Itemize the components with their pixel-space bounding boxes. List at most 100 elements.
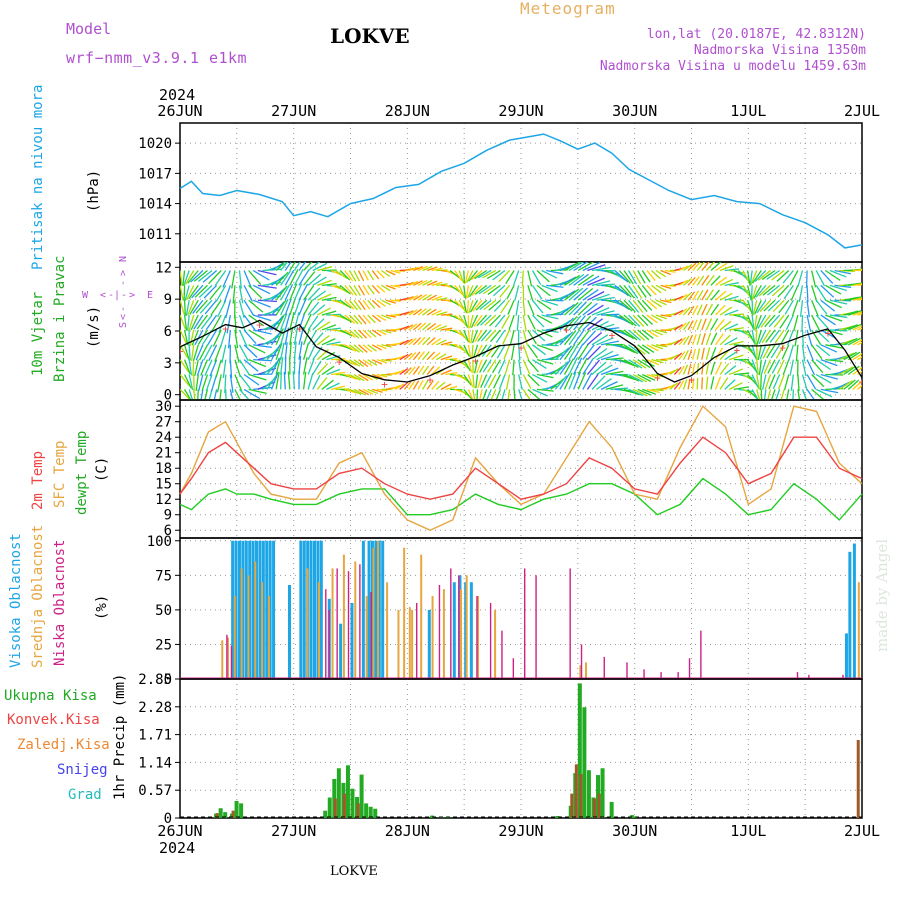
wind-arrow: [197, 389, 199, 400]
wind-arrow: [682, 306, 691, 316]
wind-arrow: [724, 268, 740, 272]
wind-arrow: [496, 344, 506, 359]
wind-arrow: [483, 299, 497, 311]
wind-arrow: [577, 262, 595, 272]
wind-arrow: [426, 351, 436, 361]
wind-arrow: [573, 273, 589, 286]
wind-arrow: [476, 389, 479, 400]
cloud-bar: [569, 568, 571, 679]
y-tick-label: 18: [155, 461, 172, 477]
wind-arrow: [522, 300, 526, 317]
wind-arrow: [183, 344, 190, 360]
legend-snow: Snijeg: [57, 762, 108, 778]
wind-arrow: [503, 344, 511, 360]
wind-arrow: [609, 269, 626, 281]
wind-arrow: [349, 359, 361, 367]
wind-arrow: [194, 284, 208, 298]
gust-marker: +: [563, 324, 570, 337]
wind-arrow: [238, 344, 249, 362]
wind-arrow: [480, 314, 492, 326]
wind-arrow: [582, 302, 598, 316]
wind-arrow: [190, 344, 195, 361]
wind-arrow: [811, 314, 821, 331]
wind-arrow: [399, 339, 409, 346]
wind-arrow: [577, 372, 587, 390]
wind-arrow: [678, 308, 688, 316]
day-label-top: 26JUN: [157, 102, 202, 120]
wind-arrow: [431, 337, 442, 346]
wind-arrow: [222, 270, 231, 288]
day-labels-top: 26JUN 27JUN 28JUN 29JUN 30JUN 1JUL 2JUL: [157, 102, 880, 120]
wind-arrow: [755, 314, 762, 330]
gust-marker: +: [734, 344, 741, 357]
wind-arrow: [719, 334, 731, 346]
wind-arrow: [275, 371, 280, 390]
wind-arrow: [778, 299, 790, 314]
wind-arrow: [724, 351, 738, 361]
wind-arrow: [527, 374, 540, 387]
wind-arrow: [756, 374, 761, 390]
wind-arrow: [852, 325, 862, 331]
y-tick-label: 27: [155, 415, 172, 431]
wind-arrow: [183, 270, 190, 286]
legend-total: Ukupna Kisa: [4, 688, 97, 704]
wind-arrow: [577, 357, 588, 375]
wind-arrow: [783, 374, 790, 391]
wind-arrow: [376, 344, 387, 350]
wind-arrow: [820, 344, 838, 353]
wind-arrow: [632, 314, 645, 327]
wind-arrow: [339, 344, 353, 351]
wind-arrow: [231, 270, 236, 289]
wind-arrow: [591, 320, 609, 331]
wind-arrow: [762, 284, 776, 296]
precip-conv-bar: [570, 793, 574, 818]
wind-arrow: [559, 331, 574, 346]
wind-arrow: [467, 285, 474, 299]
wind-arrow: [801, 315, 804, 332]
wind-arrow: [371, 344, 382, 351]
wind-arrow: [463, 270, 466, 284]
wind-arrow: [353, 388, 366, 396]
wind-arrow: [463, 359, 471, 372]
wind-arrow: [719, 320, 732, 331]
wind-arrow: [546, 299, 564, 302]
wind-arrow: [632, 270, 642, 285]
wind-arrow: [489, 314, 501, 327]
wind-arrow: [413, 322, 422, 331]
wind-arrow: [838, 366, 854, 376]
pressure-line: [179, 133, 863, 249]
wind-arrow: [180, 388, 192, 400]
wind-arrow: [436, 297, 448, 301]
wind-arrow: [756, 299, 767, 314]
wind-arrow: [417, 265, 428, 272]
y-tick-label: 2.85: [138, 672, 172, 688]
wind-arrow: [188, 314, 195, 331]
wind-arrow: [275, 328, 284, 346]
cloud-bar: [365, 596, 368, 679]
wind-arrow: [696, 275, 705, 286]
wind-arrow: [806, 329, 813, 347]
wind-arrow: [770, 344, 781, 359]
wind-arrow: [750, 285, 753, 301]
cloud-bar: [237, 540, 241, 679]
cloud-bar: [420, 554, 423, 679]
wind-arrow: [825, 314, 843, 322]
wind-arrow: [440, 355, 453, 361]
pressure-label: Pritisak na nivou mora: [30, 85, 46, 270]
wind-arrow: [399, 368, 409, 376]
wind-arrow: [358, 373, 369, 382]
wind-arrow: [403, 381, 412, 390]
wind-arrow: [820, 314, 836, 326]
wind-arrow: [618, 284, 632, 298]
wind-arrow: [302, 342, 310, 360]
wind-arrow: [754, 270, 767, 283]
wind-arrow: [335, 269, 348, 279]
wind-arrow: [785, 314, 794, 331]
wind-arrow: [477, 374, 483, 389]
wind-arrow: [275, 357, 282, 375]
wind-arrow: [248, 284, 263, 299]
wind-arrow: [573, 343, 584, 360]
wind-arrow: [180, 270, 183, 286]
wind-arrow: [210, 374, 218, 392]
wind-arrow: [655, 314, 668, 320]
